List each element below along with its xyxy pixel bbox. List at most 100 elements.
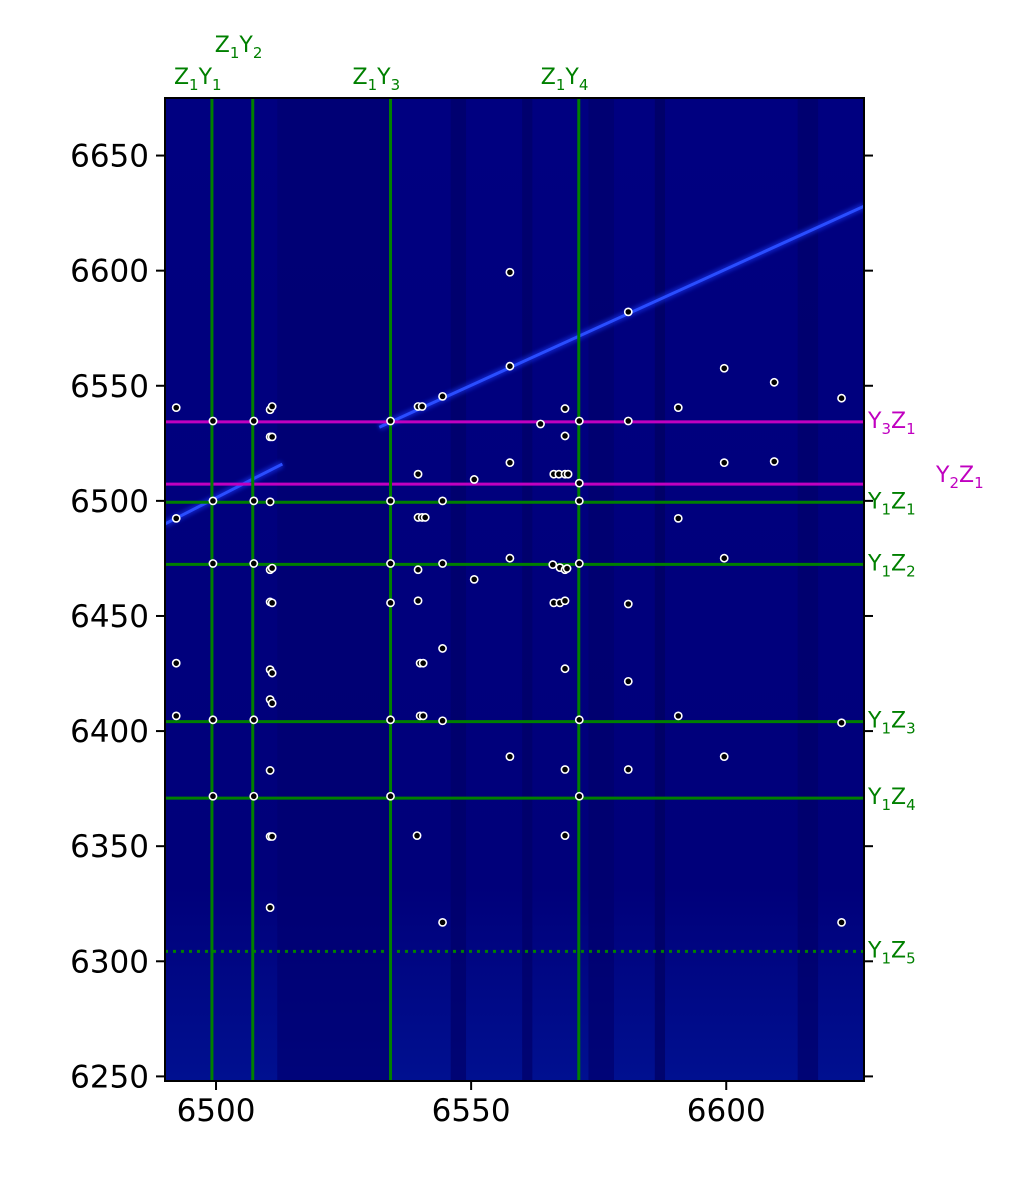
x-tick-label: 6500 bbox=[177, 1093, 256, 1129]
peak-point bbox=[574, 791, 584, 801]
peak-point bbox=[673, 403, 683, 413]
peak-point bbox=[249, 559, 259, 568]
peak-point bbox=[420, 513, 430, 522]
peak-point bbox=[673, 711, 683, 721]
heatmap-band bbox=[450, 98, 467, 1081]
peak-point bbox=[563, 469, 573, 479]
peak-point bbox=[469, 574, 479, 584]
peak-point bbox=[623, 416, 633, 426]
peak-point bbox=[769, 457, 779, 466]
y-tick-label: 6350 bbox=[70, 829, 149, 865]
heatmap-band bbox=[522, 98, 533, 1081]
line-label: Y3Z1 bbox=[867, 409, 916, 438]
y-tick-label: 6550 bbox=[70, 369, 149, 405]
y-tick-label: 6450 bbox=[70, 599, 149, 635]
peak-point bbox=[171, 513, 181, 523]
peak-point bbox=[837, 718, 846, 728]
line-label: Y2Z1 bbox=[935, 463, 984, 492]
peak-point bbox=[560, 431, 570, 441]
peak-point bbox=[673, 513, 683, 523]
y-tick-label: 6300 bbox=[70, 944, 149, 980]
plot-frame bbox=[164, 97, 865, 1082]
peak-point bbox=[249, 791, 259, 801]
peak-point bbox=[413, 596, 423, 606]
peak-point bbox=[623, 599, 633, 609]
heatmap-band bbox=[277, 98, 390, 1081]
peak-point bbox=[438, 716, 447, 726]
x-tick-label: 6550 bbox=[432, 1093, 511, 1129]
peak-point bbox=[438, 496, 447, 506]
peak-point bbox=[208, 416, 218, 426]
peak-point bbox=[386, 791, 395, 801]
peak-point bbox=[438, 559, 447, 568]
signal-streak bbox=[165, 462, 284, 526]
peak-point bbox=[560, 831, 570, 840]
peak-point bbox=[386, 416, 395, 426]
peak-point bbox=[249, 496, 259, 506]
peak-point bbox=[769, 377, 779, 387]
peak-point bbox=[265, 497, 275, 507]
y-tick-label: 6650 bbox=[70, 139, 149, 175]
peak-point bbox=[418, 711, 428, 721]
peak-point bbox=[249, 416, 259, 426]
peak-point bbox=[574, 715, 584, 725]
peak-point bbox=[536, 419, 545, 429]
peak-point bbox=[267, 432, 277, 442]
line-label: Y1Z3 bbox=[867, 709, 916, 738]
peak-point bbox=[623, 676, 633, 686]
peak-point bbox=[505, 458, 515, 468]
peak-point bbox=[623, 307, 633, 317]
peak-point bbox=[267, 402, 277, 411]
peak-point bbox=[560, 765, 570, 774]
signal-streak bbox=[378, 204, 864, 429]
peak-point bbox=[267, 598, 277, 608]
peak-point bbox=[574, 559, 584, 568]
peak-point bbox=[171, 711, 181, 721]
peak-point bbox=[719, 458, 729, 468]
peak-point bbox=[560, 664, 570, 674]
peak-point bbox=[265, 766, 275, 775]
peak-point bbox=[560, 596, 570, 606]
peak-point bbox=[267, 832, 277, 841]
peak-point bbox=[505, 752, 515, 762]
heatmap-bands bbox=[277, 98, 819, 1081]
line-label: Z1Y1 bbox=[174, 65, 222, 94]
line-label: Y1Z2 bbox=[867, 551, 916, 580]
peak-point bbox=[837, 393, 846, 403]
peak-point bbox=[267, 563, 277, 573]
peak-point bbox=[208, 791, 218, 801]
peak-point bbox=[412, 831, 422, 840]
peak-point bbox=[265, 903, 275, 913]
peak-point bbox=[386, 598, 395, 608]
streak-layer bbox=[165, 203, 864, 528]
peak-point bbox=[267, 668, 277, 678]
peak-point bbox=[574, 416, 584, 426]
peak-point bbox=[386, 496, 395, 506]
axes: 6500 6550 6600 6250 6300 6350 6400 6450 6500 6550… bbox=[70, 139, 873, 1129]
peak-point bbox=[413, 469, 423, 479]
peak-point bbox=[208, 715, 218, 725]
peak-point bbox=[719, 752, 729, 762]
peak-point bbox=[719, 553, 729, 563]
peak-point bbox=[560, 404, 570, 413]
y-tick-label: 6400 bbox=[70, 714, 149, 750]
peak-point bbox=[386, 559, 395, 568]
peak-point bbox=[413, 565, 423, 575]
peak-point bbox=[208, 496, 218, 506]
line-label: Y1Z1 bbox=[867, 489, 916, 518]
peak-point bbox=[505, 361, 515, 371]
peak-point bbox=[208, 559, 218, 568]
peak-point bbox=[438, 391, 447, 401]
heatmap-band bbox=[588, 98, 614, 1081]
peak-point bbox=[469, 475, 479, 484]
peak-point bbox=[418, 658, 428, 668]
peak-point bbox=[837, 917, 846, 927]
peak-point bbox=[505, 267, 515, 277]
line-label: Z1Y3 bbox=[353, 65, 401, 94]
peak-point bbox=[574, 478, 584, 488]
peak-point bbox=[505, 553, 515, 563]
peak-point bbox=[267, 698, 277, 708]
peak-point bbox=[574, 496, 584, 506]
peak-point bbox=[719, 363, 729, 373]
line-labels: Z1Y2 Z1Y1 Z1Y3 Z1Y4 Y3Z1 Y2Z1 Y1Z1 Y1Z2 Y1Z3 Y1Z4… bbox=[174, 33, 984, 967]
